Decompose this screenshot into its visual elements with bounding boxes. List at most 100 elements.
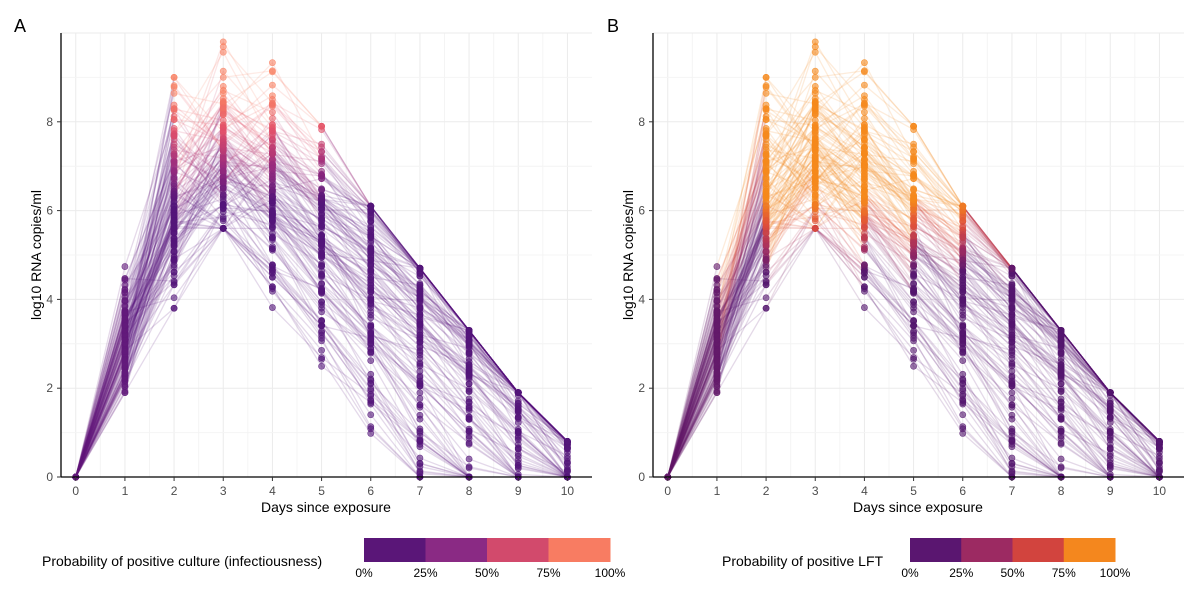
trajectory-segment [75,372,126,478]
trajectory-segment [321,234,372,316]
trajectory-segment [321,157,372,222]
data-point [861,108,868,116]
trajectory-segment [75,372,126,478]
trajectory-segment [716,275,767,337]
trajectory-segment [75,350,126,478]
trajectory-segment [468,335,519,394]
trajectory-segment [75,342,126,478]
trajectory-segment [1109,392,1160,442]
trajectory-segment [962,426,1013,478]
trajectory-segment [124,209,175,301]
data-point [318,122,325,130]
trajectory-segment [271,214,323,294]
trajectory-segment [173,102,224,197]
trajectory-segment [468,334,519,394]
trajectory-segment [75,326,126,478]
trajectory-segment [1011,295,1062,345]
data-point [269,234,276,242]
trajectory-segment [173,138,224,226]
data-point [465,434,473,442]
data-point [811,89,819,97]
trajectory-segment [765,150,816,222]
trajectory-segment [517,392,568,442]
x-tick-label: 10 [561,484,575,498]
data-point [219,110,227,118]
data-point [959,233,967,241]
trajectory-segment [962,248,1013,290]
trajectory-segment [124,231,175,320]
data-point [269,245,276,253]
data-point [269,67,276,75]
trajectory-segment [75,349,126,478]
trajectory-segment [667,296,718,478]
trajectory-segment [419,284,470,353]
trajectory-segment [716,271,767,328]
data-point [416,454,424,462]
data-point [170,166,178,174]
trajectory-segment [321,194,372,237]
trajectory-segment [222,41,273,126]
trajectory-segment [75,322,126,478]
legend-tick-label: 75% [536,566,560,580]
trajectory-segment [517,392,568,442]
data-point [367,294,375,302]
trajectory-segment [370,205,421,269]
trajectory-segment [173,193,224,222]
x-tick-label: 5 [318,484,325,498]
trajectory-segment [716,228,767,302]
trajectory-segment [271,246,323,303]
trajectory-segment [222,153,273,229]
trajectory-segment [272,169,322,209]
trajectory-segment [370,299,421,378]
data-point [1008,395,1016,402]
trajectory-segment [272,159,322,190]
trajectory-segment [75,358,126,478]
trajectory-segment [667,377,718,478]
trajectory-segment [321,234,372,278]
trajectory-segment [1109,406,1160,445]
trajectory-segment [913,189,964,231]
data-point [219,38,227,46]
trajectory-segment [468,435,519,478]
trajectory-segment [667,354,718,478]
trajectory-segment [863,248,915,306]
trajectory-segment [75,392,126,478]
trajectory-segment [370,270,421,325]
trajectory-segment [517,392,568,442]
trajectory-segment [321,175,372,213]
trajectory-segment [370,250,421,269]
trajectory-segment [222,208,273,292]
trajectory-segment [419,440,470,478]
trajectory-segment [173,102,224,194]
trajectory-segment [1011,314,1062,368]
trajectory-segment [222,190,273,241]
trajectory-segment [124,169,175,335]
trajectory-segment [468,376,519,418]
trajectory-segment [124,275,175,337]
trajectory-segment [517,392,568,442]
trajectory-segment [321,194,371,207]
trajectory-segment [468,418,519,457]
trajectory-segment [321,238,372,278]
trajectory-segment [173,227,224,299]
trajectory-segment [419,383,470,478]
trajectory-segment [468,330,519,418]
trajectory-segment [75,378,126,478]
trajectory-segment [222,178,273,207]
trajectory-segment [272,216,322,242]
trajectory-segment [419,404,470,444]
trajectory-segment [321,218,372,253]
trajectory-segment [75,292,126,478]
trajectory-segment [222,137,273,181]
trajectory-segment [321,198,371,216]
trajectory-segment [271,286,323,367]
trajectory-segment [419,465,470,478]
trajectory-segment [321,173,372,223]
trajectory-segment [419,316,470,332]
trajectory-segment [272,181,322,198]
trajectory-segment [814,99,865,171]
trajectory-segment [173,139,224,203]
trajectory-segment [321,199,372,249]
trajectory-segment [75,322,126,478]
trajectory-segment [124,242,175,363]
